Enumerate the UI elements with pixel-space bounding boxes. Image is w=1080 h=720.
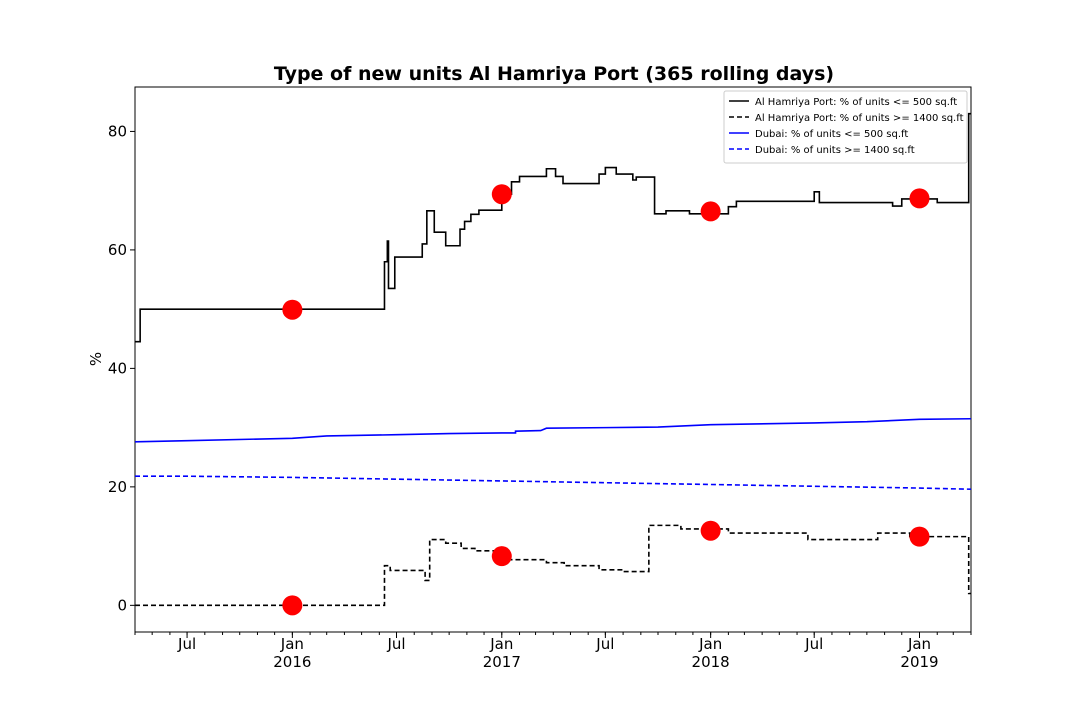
- x-tick-label: Jan: [280, 635, 304, 653]
- x-tick-label: Jul: [386, 635, 405, 653]
- x-tick-year-label: 2018: [692, 653, 730, 671]
- series-line-3: [134, 417, 972, 443]
- legend-entry-label: Al Hamriya Port: % of units <= 500 sq.ft: [755, 97, 957, 108]
- red-marker: [700, 201, 721, 222]
- x-tick-label: Jul: [804, 635, 823, 653]
- legend-entry-label: Dubai: % of units <= 500 sq.ft: [755, 129, 908, 140]
- red-marker: [700, 520, 721, 541]
- x-tick-label: Jul: [595, 635, 614, 653]
- legend: Al Hamriya Port: % of units <= 500 sq.ft…: [723, 90, 968, 164]
- x-tick-year-label: 2016: [273, 653, 311, 671]
- red-marker: [491, 546, 512, 567]
- series-line-4: [135, 475, 972, 491]
- y-tick-label: 80: [108, 122, 127, 140]
- red-marker: [909, 188, 930, 209]
- y-axis-label: %: [87, 352, 105, 366]
- series-line-1: [135, 112, 971, 343]
- y-tick-label: 40: [108, 359, 127, 377]
- legend-entry-label: Al Hamriya Port: % of units >= 1400 sq.f…: [755, 113, 964, 124]
- x-tick-label: Jan: [489, 635, 513, 653]
- y-tick-label: 0: [117, 596, 127, 614]
- x-tick-label: Jul: [177, 635, 196, 653]
- y-tick-label: 20: [108, 478, 127, 496]
- series-line-2: [135, 524, 971, 607]
- x-tick-label: Jan: [698, 635, 722, 653]
- red-marker: [491, 184, 512, 205]
- legend-entry-label: Dubai: % of units >= 1400 sq.ft: [755, 145, 915, 156]
- x-tick-label: Jan: [907, 635, 931, 653]
- red-marker: [282, 299, 303, 320]
- x-tick-year-label: 2017: [483, 653, 521, 671]
- red-marker: [282, 595, 303, 616]
- legend-box: [723, 90, 968, 164]
- chart-title: Type of new units Al Hamriya Port (365 r…: [274, 63, 834, 85]
- y-tick-label: 60: [108, 241, 127, 259]
- red-marker: [909, 526, 930, 547]
- x-tick-year-label: 2019: [900, 653, 938, 671]
